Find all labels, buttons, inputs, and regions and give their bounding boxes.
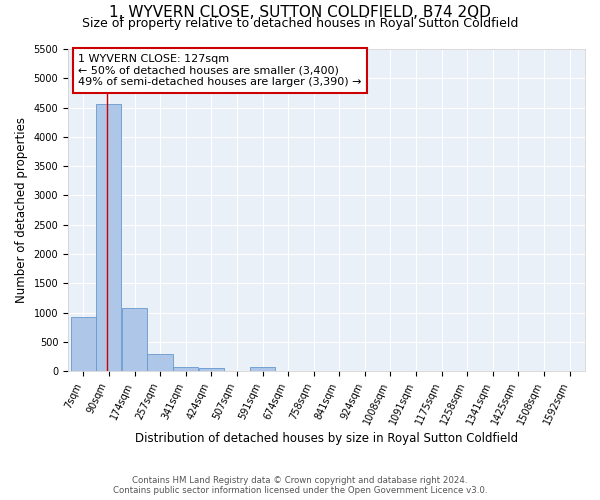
Text: Size of property relative to detached houses in Royal Sutton Coldfield: Size of property relative to detached ho… xyxy=(82,18,518,30)
Text: 1, WYVERN CLOSE, SUTTON COLDFIELD, B74 2QD: 1, WYVERN CLOSE, SUTTON COLDFIELD, B74 2… xyxy=(109,5,491,20)
X-axis label: Distribution of detached houses by size in Royal Sutton Coldfield: Distribution of detached houses by size … xyxy=(135,432,518,445)
Bar xyxy=(148,354,173,372)
Bar xyxy=(173,366,199,372)
Bar xyxy=(122,308,147,372)
Text: 1 WYVERN CLOSE: 127sqm
← 50% of detached houses are smaller (3,400)
49% of semi-: 1 WYVERN CLOSE: 127sqm ← 50% of detached… xyxy=(79,54,362,87)
Bar xyxy=(250,367,275,372)
Text: Contains HM Land Registry data © Crown copyright and database right 2024.
Contai: Contains HM Land Registry data © Crown c… xyxy=(113,476,487,495)
Bar xyxy=(71,318,96,372)
Bar xyxy=(96,104,121,372)
Bar xyxy=(199,368,224,372)
Y-axis label: Number of detached properties: Number of detached properties xyxy=(15,117,28,303)
